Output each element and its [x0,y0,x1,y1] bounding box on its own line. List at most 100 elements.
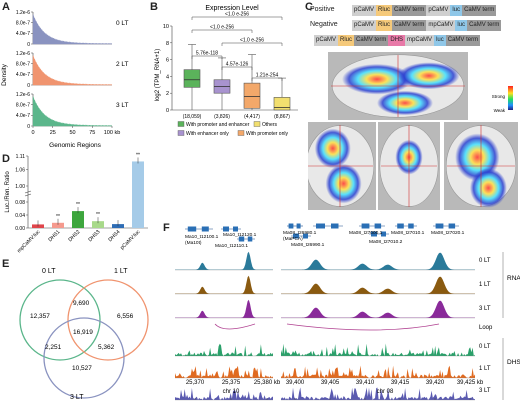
track-label-2: 3 LT [479,306,491,312]
b-legend-swatch [253,121,261,127]
construct-segment: DHS [388,35,406,46]
b-legend-label-0: With promoter and enhancer [186,122,250,128]
b-pvalue-5: 1.21e-254 [256,73,279,79]
a-density-1 [32,54,113,86]
a-ytick-label: 8.0e-7 [16,102,30,108]
panel-f-tracks: Ma10_t12100.1(Ma10t) Ma10_t12120.1 Ma10_t1… [175,223,520,401]
gene-exon [381,231,386,237]
d-category-2: DHS2 [67,229,81,243]
panel-label-d: D [2,153,10,165]
b-legend-swatch [237,130,245,136]
gene-label: Ma08_t27010.1 [391,230,425,236]
track-label-1: 1 LT [479,282,491,288]
gene-exon [293,233,299,239]
gene-exon [435,223,444,229]
b-n-label-1: (3,826) [214,114,230,120]
construct-segment: Rluc [376,20,393,31]
a-series-label-2: 3 LT [116,102,129,109]
gene-exon [187,226,197,232]
b-ytick-label: 4 [166,74,169,80]
panel-a-density: Density 1.2e-6 8.0e-7 4.0e-7 0 0 LT 1.2e-6 8.0… [1,10,129,149]
gene-label: Ma08_t27010.2 [369,239,403,245]
construct-segment: CaMV term [462,5,497,16]
b-ytick-label: 10 [163,24,169,30]
leaf-image-3 [444,122,518,210]
track-signal [175,299,273,318]
panel-a-ylabel: Density [1,63,8,85]
group-label-rna: RNA [507,275,520,282]
b-pvalue-1: <1.0 e-256 [210,25,234,31]
panel-c: Positive pCaMV Rluc CaMV term pCaMV luc CaMV t… [308,0,520,222]
panel-b-ylabel: log2 (TPM_RNA+1) [155,49,161,102]
b-bracket [221,66,253,70]
leaf-image-0 [328,52,468,120]
b-ytick-label: 8 [166,41,169,47]
track-signal [281,300,475,318]
b-box-2 [243,82,261,109]
venn-circle-3lt [43,317,125,399]
construct-row-2: pCaMV Rluc CaMV term DHS mpCaMV luc CaMV term [314,35,481,46]
d-sig-1: ** [56,214,60,220]
a-ytick-label: 8.0e-7 [16,61,30,67]
d-sig-2: ** [76,202,80,208]
gene-exon [316,223,325,229]
d-bar-5 [132,161,144,228]
group-label-dhs: DHS [507,359,520,366]
b-pvalue-4: 4.57e-126 [226,62,249,68]
gene-label: (Ma10t) [185,240,202,246]
venn-circle-0lt [19,279,101,361]
gene-exon [361,223,370,229]
track-signal [281,343,475,356]
gene-label: Ma10_t12120.1 [223,232,257,238]
construct-segment: CaMV term [392,20,427,31]
d-category-5: pCaMV:luc [119,229,141,251]
d-bar-2 [72,211,84,228]
d-ytick-label: 0.04 [15,213,25,219]
luciferase-signal [398,62,460,90]
loop-arc [214,323,256,330]
b-pvalue-0: <1.0 e-256 [225,12,249,18]
construct-segment: Rluc [338,35,355,46]
b-ytick-label: 6 [166,58,169,64]
a-series-label-0: 0 LT [116,20,129,27]
construct-segment: mpCaMV [405,35,435,46]
d-category-0: mpCaMV:luc [16,229,41,254]
d-bar-3 [92,221,104,228]
venn-count-a13: 5,362 [98,344,115,351]
d-category-4: DHS4 [107,229,121,243]
leaf-image-1 [308,122,376,210]
construct-segment: pCaMV [352,20,377,31]
track-signal [281,252,475,270]
venn-count-a01: 9,690 [73,300,90,307]
d-ytick-label: 0.08 [15,200,25,206]
loop-arc [286,323,440,331]
construct-segment: Rluc [376,5,393,16]
construct-segment: luc [455,20,468,31]
b-box-3 [273,97,291,111]
construct-label-1: Negative [310,21,338,28]
panel-d-barchart: Luc./Ren. Ratio 0.00 0.04 0.08 1.00 1.06 1.11… [5,152,148,254]
gene-exon [223,226,229,232]
d-sig-5: ** [136,152,140,158]
venn-circle-1lt [67,279,149,361]
venn-count-only3: 10,527 [72,365,92,372]
b-bracket [191,55,223,59]
panel-label-f: F [163,222,170,234]
a-ytick-label: 4.0e-7 [16,31,30,37]
gene-exon [201,226,209,232]
venn-label-0lt: 0 LT [42,268,56,275]
gene-exon [238,236,245,242]
construct-row-1: pCaMV Rluc CaMV term mpCaMV luc CaMV term [352,20,502,31]
a-density-2 [32,95,113,127]
d-category-1: DHS1 [47,229,61,243]
a-ytick-label: 1.2e-6 [16,51,30,57]
panel-b-title: Expression Level [205,5,259,12]
b-box-0 [183,69,201,88]
a-ytick-label: 0 [27,42,30,48]
gene-label: Ma08_t27020.1 [431,230,465,236]
b-n-label-2: (4,417) [244,114,260,120]
gene-label: Ma10_t12110.1 [215,243,248,249]
b-bracket [191,29,253,33]
b-pvalue-2: <1.0 e-256 [240,38,264,44]
panel-a-xlabel: Genomic Regions [49,142,101,149]
